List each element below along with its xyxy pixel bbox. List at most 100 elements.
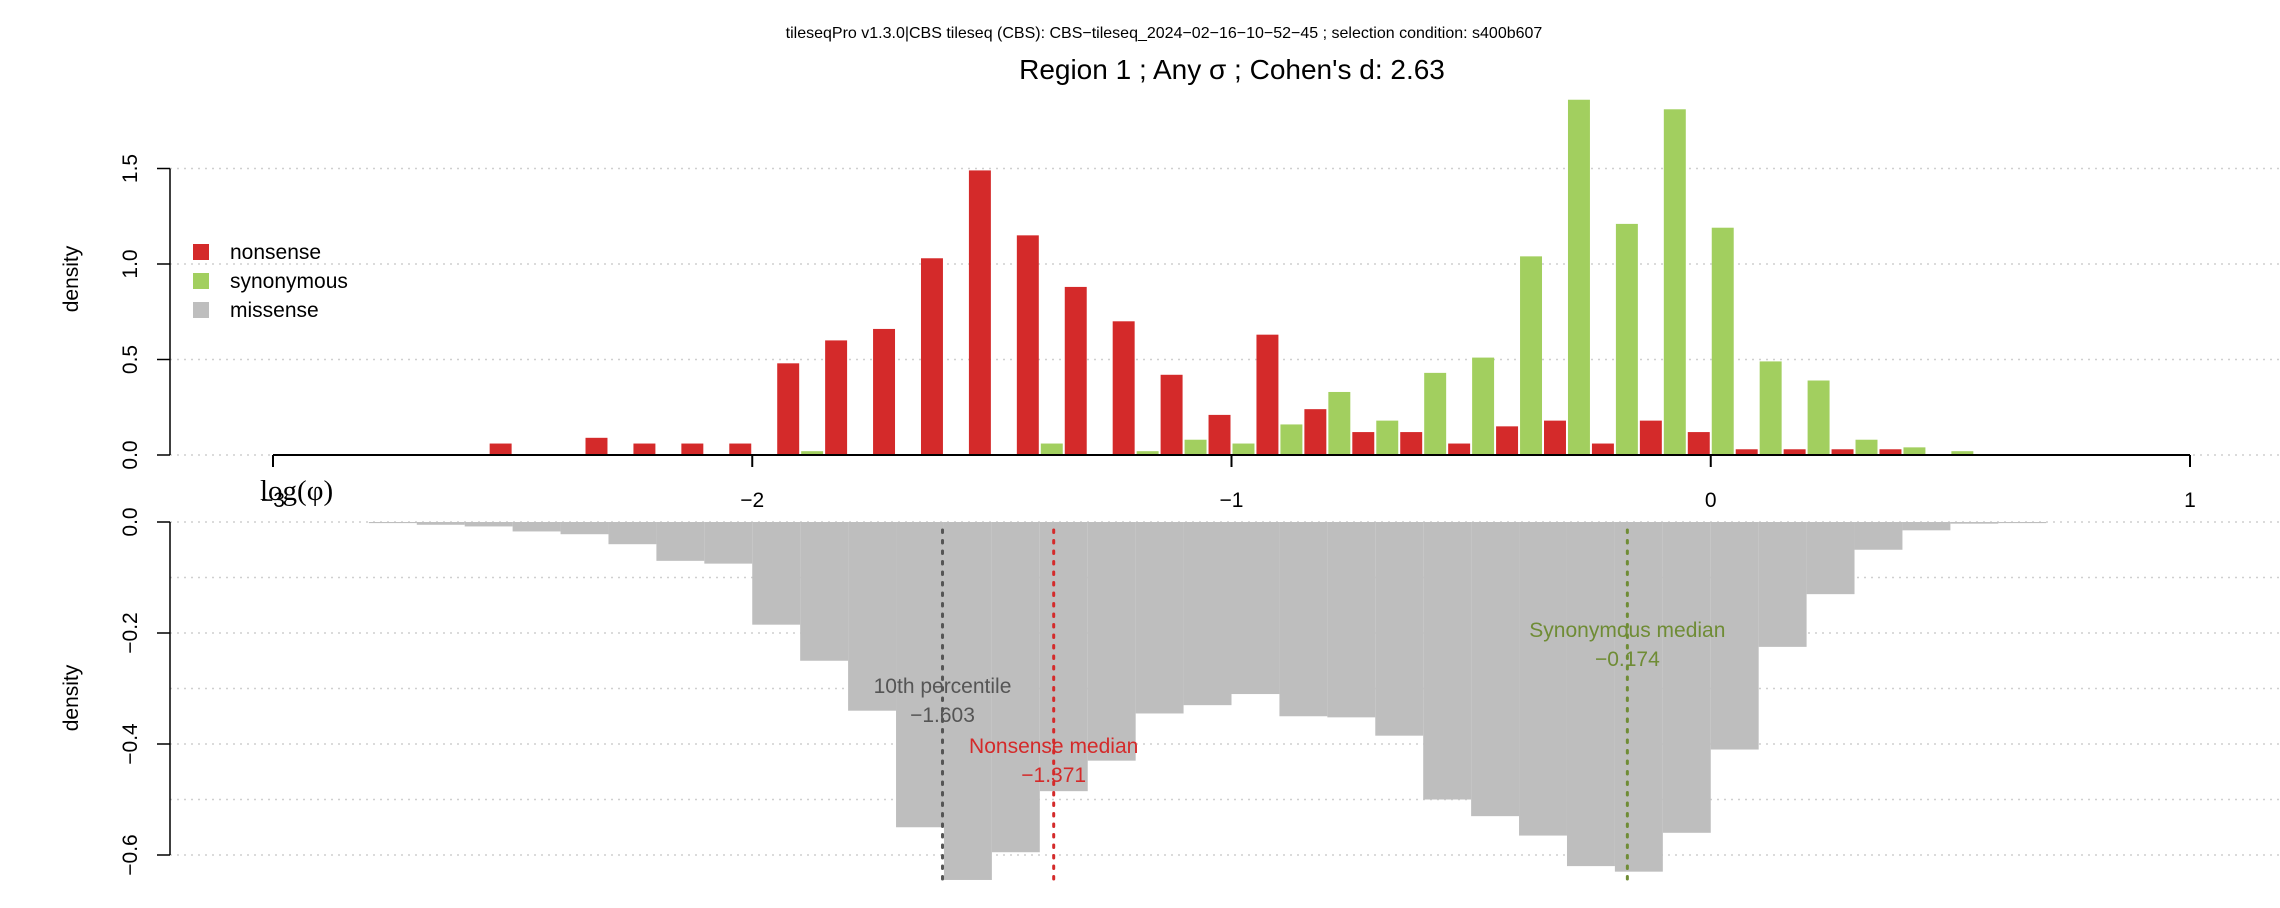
bar-synonymous [1951, 451, 1974, 455]
bar-synonymous [1903, 447, 1926, 455]
bar-nonsense [873, 328, 896, 455]
bar-nonsense [1160, 374, 1183, 455]
bar-missense [943, 522, 992, 880]
bar-synonymous [1663, 109, 1686, 455]
bar-missense [1279, 522, 1328, 717]
bar-nonsense [1256, 334, 1279, 455]
bar-nonsense [920, 258, 943, 455]
bar-missense [1327, 522, 1376, 718]
bar-missense [368, 522, 417, 524]
bar-synonymous [1280, 424, 1303, 455]
bar-nonsense [1448, 443, 1471, 455]
legend-swatch-nonsense [193, 244, 209, 260]
bottom-panel: 0.0 −0.2 −0.4 −0.6 density 10th percentile −… [60, 507, 2280, 882]
bar-missense [1135, 522, 1184, 714]
bar-nonsense [1016, 235, 1039, 455]
bar-missense [1998, 522, 2047, 524]
bar-nonsense [1112, 321, 1135, 455]
bar-nonsense [1208, 414, 1231, 455]
legend-swatch-missense [193, 302, 209, 318]
bar-nonsense [1783, 449, 1806, 455]
bottom-y-axis: 0.0 −0.2 −0.4 −0.6 [119, 507, 171, 876]
bar-synonymous [1424, 372, 1447, 455]
bar-synonymous [1567, 99, 1590, 456]
median-annotations: 10th percentile −1.603 Nonsense median −1.3… [874, 528, 1725, 882]
bar-nonsense [1591, 443, 1614, 455]
bar-synonymous [1472, 357, 1495, 455]
bar-synonymous [801, 451, 824, 455]
bar-missense [1662, 522, 1711, 833]
bar-nonsense [489, 443, 512, 455]
tenth_percentile-label: 10th percentile [874, 675, 1012, 698]
bar-missense [1375, 522, 1424, 736]
bar-missense [800, 522, 849, 661]
bar-nonsense [1352, 432, 1375, 455]
top-y-axis-label: density [60, 245, 83, 312]
bar-missense [656, 522, 705, 561]
x-tick-label: −2 [740, 489, 764, 512]
bar-missense [1566, 522, 1615, 867]
bar-nonsense [585, 437, 608, 455]
bar-nonsense [1639, 420, 1662, 455]
bar-missense [896, 522, 944, 828]
bar-missense [1758, 522, 1807, 647]
bottom-y-tick-label: 0.0 [119, 507, 142, 536]
top-bars [489, 99, 1974, 456]
bar-synonymous [1520, 256, 1543, 455]
bar-missense [752, 522, 801, 625]
x-tick-label: 0 [1705, 489, 1717, 512]
bottom-bars [368, 522, 2047, 880]
bar-missense [1950, 522, 1999, 524]
bar-missense [464, 522, 513, 527]
bar-nonsense [681, 443, 704, 455]
top-y-tick-label: 0.5 [119, 345, 142, 374]
bar-synonymous [1232, 443, 1255, 455]
bar-missense [704, 522, 753, 564]
bar-synonymous [1040, 443, 1063, 455]
bar-nonsense [968, 170, 991, 455]
bottom-y-axis-label: density [60, 664, 83, 731]
bar-synonymous [1807, 380, 1830, 455]
bar-missense [1614, 522, 1663, 872]
legend-swatch-synonymous [193, 273, 209, 289]
bar-synonymous [1759, 361, 1782, 455]
bottom-y-tick-label: −0.6 [119, 834, 142, 875]
top-y-tick-label: 1.0 [119, 249, 142, 278]
top-y-tick-label: 1.5 [119, 154, 142, 183]
bar-nonsense [1064, 286, 1087, 455]
bar-nonsense [1687, 432, 1710, 455]
super-title: tileseqPro v1.3.0|CBS tileseq (CBS): CBS… [786, 25, 1543, 42]
top-panel: 0.0 0.5 1.0 1.5 density −3 −2 −1 0 1 log(φ) non… [60, 99, 2280, 512]
bar-nonsense [1496, 426, 1519, 455]
bar-missense [512, 522, 561, 532]
bar-missense [1183, 522, 1232, 706]
bar-nonsense [1304, 409, 1327, 455]
synonymous_median-label: Synonymous median [1529, 619, 1725, 642]
bar-missense [560, 522, 609, 535]
x-tick-label: −3 [261, 489, 285, 512]
bar-missense [608, 522, 657, 545]
bottom-y-tick-label: −0.2 [119, 612, 142, 653]
legend: nonsense synonymous missense [193, 241, 348, 322]
bar-synonymous [1328, 391, 1351, 455]
bar-synonymous [1855, 439, 1878, 455]
bar-missense [1710, 522, 1759, 750]
bar-nonsense [1831, 449, 1854, 455]
bar-missense [1806, 522, 1855, 595]
bar-synonymous [1376, 420, 1399, 455]
bar-missense [1231, 522, 1280, 695]
legend-label-nonsense: nonsense [230, 241, 321, 264]
top-gridlines [170, 167, 2280, 456]
bar-synonymous [1615, 223, 1638, 455]
x-axis-label: log(φ) [260, 475, 333, 507]
bar-missense [1087, 522, 1136, 761]
tenth_percentile-value: −1.603 [910, 704, 975, 727]
bar-synonymous [1136, 451, 1159, 455]
bar-nonsense [1879, 449, 1902, 455]
top-y-tick-label: 0.0 [119, 440, 142, 469]
bar-nonsense [729, 443, 752, 455]
nonsense_median-value: −1.371 [1021, 764, 1086, 787]
top-y-axis: 0.0 0.5 1.0 1.5 [119, 154, 171, 470]
legend-label-synonymous: synonymous [230, 270, 348, 293]
